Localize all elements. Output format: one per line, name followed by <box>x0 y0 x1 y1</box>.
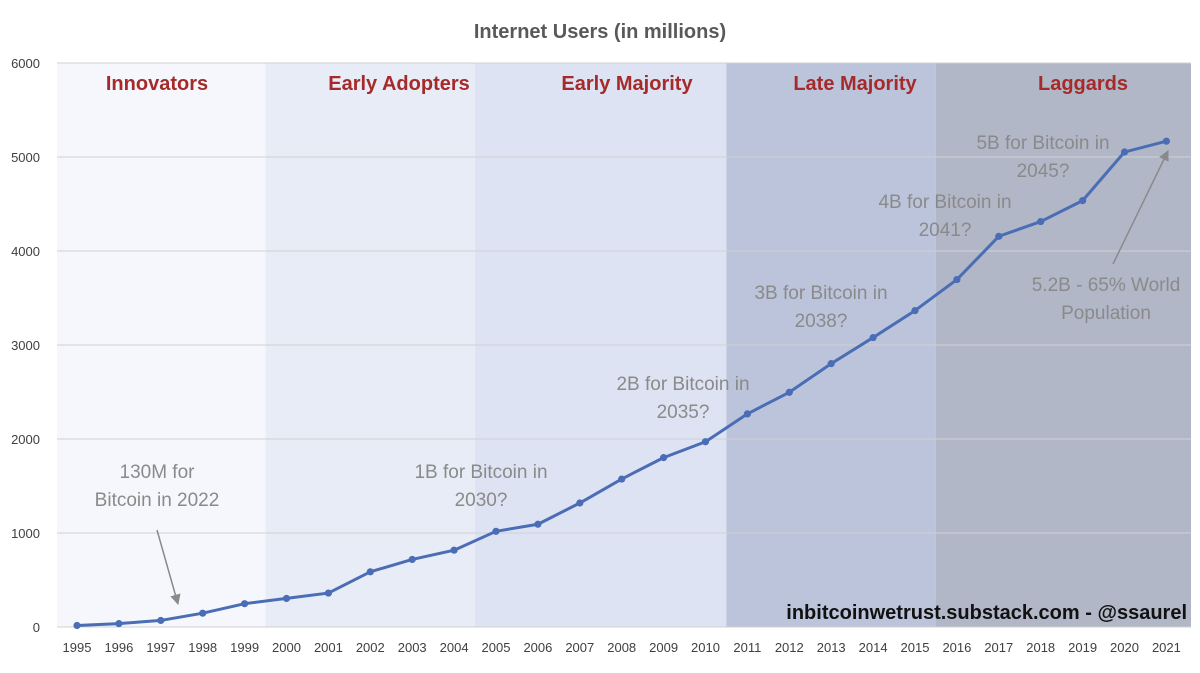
x-tick-label: 2000 <box>272 640 301 655</box>
data-point <box>911 306 919 315</box>
x-tick-label: 2011 <box>733 640 761 655</box>
annotation-line: 5.2B - 65% World <box>1032 275 1181 296</box>
annotation-line: Bitcoin in 2022 <box>95 490 220 511</box>
data-point <box>324 589 332 597</box>
y-tick-label: 4000 <box>11 244 40 259</box>
data-point <box>199 609 207 617</box>
data-point <box>743 410 752 418</box>
annotation: 2B for Bitcoin in 2035? <box>616 374 749 423</box>
phase-label: Late Majority <box>793 73 917 95</box>
y-tick-label: 6000 <box>11 56 40 71</box>
watermark: inbitcoinwetrust.substack.com - @ssaurel <box>786 602 1187 624</box>
annotations: 130M for Bitcoin in 2022 1B for Bitcoin in… <box>95 133 1181 606</box>
x-axis-ticks: 1995 1996 1997 1998 1999 2000 2001 2002 2003 2004… <box>63 640 1181 655</box>
x-tick-label: 2013 <box>817 640 846 655</box>
x-tick-label: 2009 <box>649 640 678 655</box>
annotation: 5.2B - 65% World Population <box>1032 275 1181 324</box>
data-point <box>785 388 793 396</box>
annotation-arrow-2021 <box>1112 150 1169 265</box>
x-tick-label: 2007 <box>565 640 594 655</box>
annotation: 3B for Bitcoin in 2038? <box>754 283 887 332</box>
annotation-line: 3B for Bitcoin in <box>754 283 887 304</box>
data-point <box>701 438 710 446</box>
data-point <box>73 621 81 630</box>
y-tick-label: 2000 <box>11 432 40 447</box>
x-tick-label: 2015 <box>901 640 930 655</box>
y-axis-ticks: 0 1000 2000 3000 4000 5000 6000 <box>11 56 40 635</box>
data-point <box>1037 217 1045 226</box>
annotation-arrow-1997 <box>156 529 181 606</box>
data-point <box>115 620 123 628</box>
data-point <box>492 527 500 535</box>
x-tick-label: 2018 <box>1026 640 1055 655</box>
x-tick-label: 2012 <box>775 640 804 655</box>
x-tick-label: 2004 <box>440 640 469 655</box>
annotation: 4B for Bitcoin in 2041? <box>878 192 1011 241</box>
x-tick-label: 2006 <box>523 640 552 655</box>
x-tick-label: 1996 <box>104 640 133 655</box>
grid <box>57 62 1191 628</box>
data-point <box>660 454 668 462</box>
chart-title: Internet Users (in millions) <box>474 21 726 43</box>
data-point <box>241 600 249 608</box>
x-tick-label: 2002 <box>356 640 385 655</box>
x-tick-label: 2005 <box>482 640 511 655</box>
x-tick-label: 1995 <box>63 640 92 655</box>
x-tick-label: 2003 <box>398 640 427 655</box>
y-tick-label: 0 <box>33 620 40 635</box>
phase-label: Laggards <box>1038 73 1128 95</box>
annotation-line: 2045? <box>1017 161 1070 182</box>
annotation-line: 2038? <box>795 311 848 332</box>
annotation: 130M for Bitcoin in 2022 <box>95 462 220 511</box>
data-point <box>953 275 961 284</box>
x-tick-label: 2010 <box>691 640 720 655</box>
data-point <box>157 616 165 625</box>
data-point <box>450 546 458 554</box>
annotation: 1B for Bitcoin in 2030? <box>414 462 547 511</box>
annotation-line: 2041? <box>919 220 972 241</box>
data-point <box>869 333 877 342</box>
phase-label: Early Adopters <box>328 73 470 95</box>
annotation-line: 4B for Bitcoin in <box>878 192 1011 213</box>
phase-label: Innovators <box>106 73 208 95</box>
x-tick-label: 2016 <box>942 640 971 655</box>
annotation-line: Population <box>1061 303 1151 324</box>
x-tick-label: 2008 <box>607 640 636 655</box>
annotation: 5B for Bitcoin in 2045? <box>976 133 1109 182</box>
annotation-line: 5B for Bitcoin in <box>976 133 1109 154</box>
annotation-line: 2035? <box>657 402 710 423</box>
phase-labels: Innovators Early Adopters Early Majority La… <box>106 73 1128 95</box>
data-point <box>618 475 626 483</box>
data-point <box>282 594 291 603</box>
x-tick-label: 1999 <box>230 640 259 655</box>
x-tick-label: 2014 <box>859 640 888 655</box>
y-tick-label: 5000 <box>11 150 40 165</box>
x-tick-label: 2017 <box>984 640 1013 655</box>
annotation-line: 1B for Bitcoin in <box>414 462 547 483</box>
y-tick-label: 1000 <box>11 526 40 541</box>
x-tick-label: 1997 <box>146 640 175 655</box>
annotation-line: 2B for Bitcoin in <box>616 374 749 395</box>
data-point <box>1162 137 1170 145</box>
x-tick-label: 2001 <box>314 640 343 655</box>
x-tick-label: 2020 <box>1110 640 1139 655</box>
data-point <box>408 555 416 564</box>
annotation-line: 130M for <box>120 462 196 483</box>
data-point <box>534 520 542 528</box>
phase-label: Early Majority <box>561 73 693 95</box>
data-point <box>827 360 835 368</box>
x-tick-label: 2021 <box>1152 640 1181 655</box>
x-tick-label: 2019 <box>1068 640 1097 655</box>
data-point <box>1120 148 1129 156</box>
data-point <box>366 568 374 576</box>
y-tick-label: 3000 <box>11 338 40 353</box>
data-point <box>995 232 1003 240</box>
data-point <box>576 499 584 507</box>
annotation-line: 2030? <box>455 490 508 511</box>
data-point <box>1079 197 1087 205</box>
x-tick-label: 1998 <box>188 640 217 655</box>
series-users <box>73 137 1170 630</box>
